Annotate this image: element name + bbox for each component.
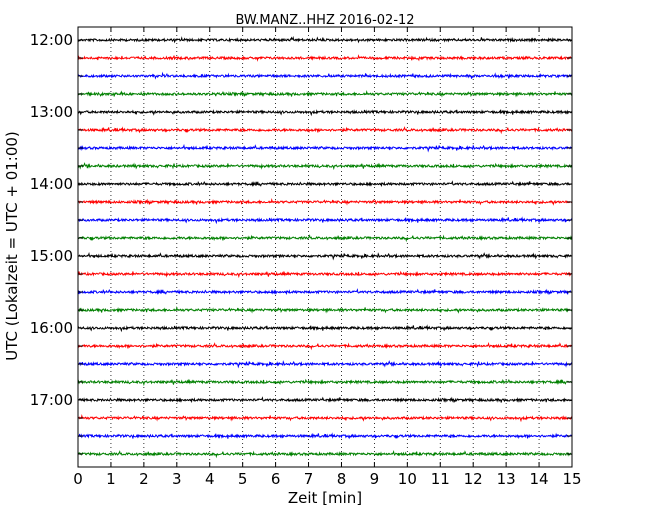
x-tick-label: 2 — [139, 470, 149, 488]
x-tick-label: 12 — [464, 470, 483, 488]
y-tick-label: 13:00 — [30, 103, 73, 121]
x-axis-title: Zeit [min] — [288, 489, 362, 507]
x-tick-label: 1 — [106, 470, 116, 488]
trace-1400 — [77, 180, 573, 188]
trace-1700 — [77, 396, 573, 404]
trace-1600 — [77, 324, 573, 333]
y-tick-label: 17:00 — [30, 391, 73, 409]
trace-1345 — [77, 162, 573, 171]
y-tick-label: 12:00 — [30, 31, 73, 49]
plot-frame — [77, 26, 573, 468]
x-tick-label: 13 — [497, 470, 516, 488]
x-tick-label: 7 — [304, 470, 314, 488]
trace-1630 — [77, 360, 573, 369]
trace-1545 — [77, 306, 573, 314]
grid-lines — [110, 27, 540, 467]
x-tick-label: 4 — [205, 470, 215, 488]
trace-1745 — [77, 449, 573, 459]
seismogram-traces — [77, 36, 573, 459]
trace-1430 — [77, 216, 573, 225]
x-tick-label: 15 — [562, 470, 581, 488]
trace-1715 — [77, 414, 573, 423]
x-axis-ticks: 0 1 2 3 4 5 6 7 8 9 10 11 12 13 14 15 — [73, 27, 582, 488]
trace-1530 — [77, 288, 573, 296]
trace-1200 — [77, 36, 573, 44]
trace-1215 — [77, 54, 573, 62]
y-tick-label: 14:00 — [30, 175, 73, 193]
x-tick-label: 8 — [337, 470, 347, 488]
x-tick-label: 14 — [530, 470, 549, 488]
y-tick-label: 15:00 — [30, 247, 73, 265]
trace-1615 — [77, 341, 573, 351]
trace-1730 — [77, 432, 573, 440]
x-tick-label: 11 — [431, 470, 450, 488]
trace-1245 — [77, 90, 573, 98]
x-tick-label: 3 — [172, 470, 182, 488]
y-tick-label: 16:00 — [30, 319, 73, 337]
y-axis-title: UTC (Lokalzeit = UTC + 01:00) — [3, 131, 21, 361]
x-tick-label: 6 — [271, 470, 281, 488]
trace-1415 — [77, 198, 573, 206]
x-tick-label: 5 — [238, 470, 248, 488]
trace-1445 — [77, 234, 573, 243]
trace-1230 — [77, 71, 573, 80]
trace-1300 — [77, 109, 573, 117]
x-tick-label: 0 — [73, 470, 83, 488]
trace-1330 — [77, 143, 573, 153]
chart-title: BW.MANZ..HHZ 2016-02-12 — [235, 13, 414, 28]
trace-1315 — [77, 126, 573, 135]
x-tick-label: 9 — [370, 470, 380, 488]
trace-1645 — [77, 378, 573, 387]
x-tick-label: 10 — [398, 470, 417, 488]
trace-1515 — [77, 270, 573, 279]
trace-1500 — [77, 251, 573, 261]
y-axis-ticks: 12:00 13:00 14:00 15:00 16:00 17:00 — [30, 31, 572, 455]
